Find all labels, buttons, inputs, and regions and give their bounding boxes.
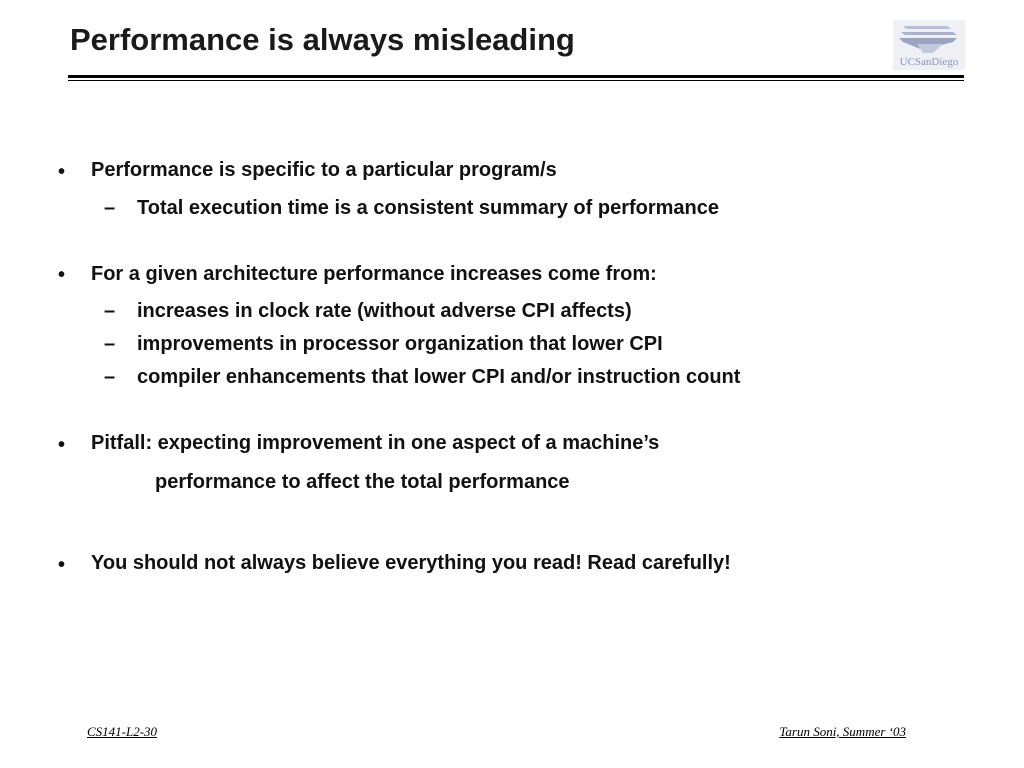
bullet-marker: • xyxy=(58,554,66,576)
dash-marker: – xyxy=(104,366,116,388)
title-divider-thin xyxy=(68,80,964,81)
bullet-3-continuation: performance to affect the total performa… xyxy=(155,471,570,493)
footer-author: Tarun Soni, Summer ‘03 xyxy=(779,724,906,739)
bullet-2-sub-2: improvements in processor organization t… xyxy=(137,333,663,355)
title-divider-thick xyxy=(68,75,964,78)
bullet-1-text: Performance is specific to a particular … xyxy=(91,159,557,181)
dash-marker: – xyxy=(104,197,116,219)
bullet-2-text: For a given architecture performance inc… xyxy=(91,263,657,285)
bullet-marker: • xyxy=(58,264,66,286)
dash-marker: – xyxy=(104,300,116,322)
dash-marker: – xyxy=(104,333,116,355)
bullet-2-sub-3: compiler enhancements that lower CPI and… xyxy=(137,366,741,388)
bullet-4-text: You should not always believe everything… xyxy=(91,552,731,574)
ucsd-logo-icon: UCSanDiego xyxy=(893,20,965,70)
slide-title: Performance is always misleading xyxy=(70,22,575,57)
footer-slide-id: CS141-L2-30 xyxy=(87,724,158,739)
ucsd-logo: UCSanDiego xyxy=(893,20,965,70)
logo-wordmark: UCSanDiego xyxy=(900,56,959,68)
bullet-2-sub-1: increases in clock rate (without adverse… xyxy=(137,300,632,322)
bullet-marker: • xyxy=(58,434,66,456)
bullet-3-text: Pitfall: expecting improvement in one as… xyxy=(91,432,660,454)
bullet-marker: • xyxy=(58,161,66,183)
bullet-1-sub-1: Total execution time is a consistent sum… xyxy=(137,197,720,219)
